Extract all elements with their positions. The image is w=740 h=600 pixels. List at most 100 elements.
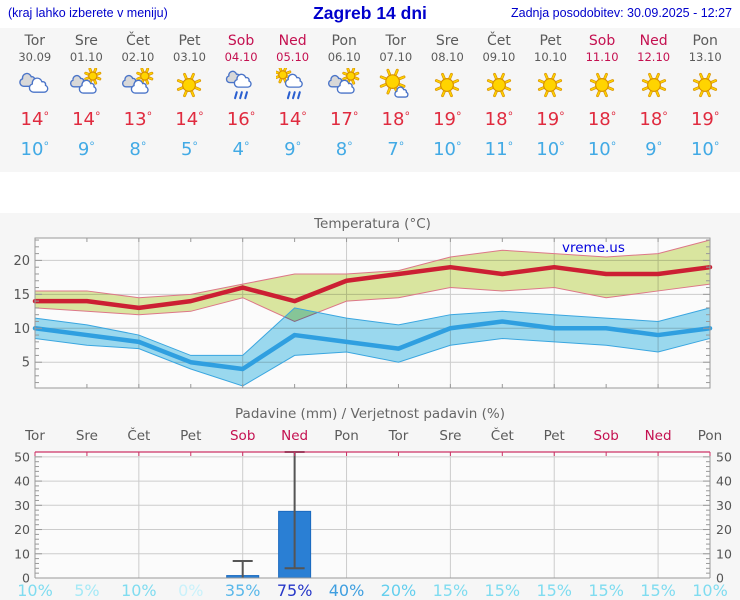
day-date: 11.10 xyxy=(585,50,619,64)
sun-rain-icon xyxy=(267,65,319,105)
sunny-icon xyxy=(164,65,216,105)
day-name: Ned xyxy=(278,33,307,49)
svg-text:Sre: Sre xyxy=(439,428,461,444)
svg-text:20: 20 xyxy=(14,522,30,537)
probability-label: 15% xyxy=(640,581,676,600)
low-temperature: 10° xyxy=(587,139,617,160)
svg-text:Tor: Tor xyxy=(388,428,409,444)
svg-text:40: 40 xyxy=(716,474,732,489)
high-temperature: 14° xyxy=(20,109,50,130)
rain-icon xyxy=(215,65,267,105)
sunny-icon xyxy=(576,65,628,105)
day-column: Ned 05.10 14° 9° xyxy=(267,28,319,172)
high-temperature: 18° xyxy=(639,109,668,130)
max-temperature-line xyxy=(32,264,713,311)
svg-text:50: 50 xyxy=(14,449,30,464)
svg-text:Pon: Pon xyxy=(698,428,722,444)
day-column: Čet 02.10 13° 8° xyxy=(112,28,164,172)
probability-label: 10% xyxy=(121,581,157,600)
probability-label: 40% xyxy=(329,581,365,600)
high-temperature: 14° xyxy=(278,109,307,130)
high-temperature: 19° xyxy=(433,109,462,130)
max-temperature-band xyxy=(35,240,710,322)
svg-text:Sre: Sre xyxy=(76,428,98,444)
day-name: Pet xyxy=(178,33,201,49)
day-date: 09.10 xyxy=(482,50,516,64)
charts-section: 5 10 15 20 Temperatura (°C) vreme.us Padavine… xyxy=(0,213,740,600)
day-date: 02.10 xyxy=(121,50,155,64)
precipitation-chart: Tor Sre Čet Pet Sob Ned Pon Tor Sre Čet Pet Sob Ned P… xyxy=(14,426,732,600)
svg-text:10: 10 xyxy=(14,546,30,561)
vreme-us-link[interactable]: vreme.us xyxy=(562,240,625,256)
svg-text:Čet: Čet xyxy=(491,426,514,444)
day-date: 04.10 xyxy=(224,50,258,64)
high-temperature: 17° xyxy=(329,109,359,130)
svg-text:Tor: Tor xyxy=(24,428,45,444)
temperature-chart: 5 10 15 20 Temperatura (°C) vreme.us xyxy=(13,216,713,389)
svg-text:20: 20 xyxy=(13,254,30,269)
partly-sunny-icon xyxy=(318,65,370,105)
day-date: 13.10 xyxy=(688,50,722,64)
probability-label: 10% xyxy=(692,581,728,600)
low-temperature: 10° xyxy=(690,139,720,160)
probability-label: 15% xyxy=(536,581,572,600)
svg-text:Pet: Pet xyxy=(544,428,565,444)
high-temperature: 16° xyxy=(226,109,256,130)
partly-sunny-icon xyxy=(61,65,113,105)
day-column: Sob 11.10 18° 10° xyxy=(576,28,628,172)
cloudy-icon xyxy=(9,65,61,105)
day-name: Tor xyxy=(24,33,46,49)
low-temperature: 7° xyxy=(387,139,405,160)
sunny-icon xyxy=(628,65,680,105)
sunny-icon xyxy=(473,65,525,105)
day-date: 05.10 xyxy=(276,50,310,64)
low-temperature: 8° xyxy=(335,139,353,160)
day-date: 03.10 xyxy=(173,50,206,64)
day-name: Pon xyxy=(692,33,718,49)
forecast-strip: Tor 30.09 14° 10° Sre 01.10 14° 9° Čet 0… xyxy=(0,28,740,172)
low-temperature: 9° xyxy=(284,139,302,160)
high-temperature: 14° xyxy=(72,109,101,130)
day-column: Pet 03.10 14° 5° xyxy=(164,28,216,172)
svg-text:Sob: Sob xyxy=(593,428,618,444)
svg-text:40: 40 xyxy=(14,474,30,489)
high-temperature: 13° xyxy=(123,109,153,130)
svg-text:30: 30 xyxy=(14,498,30,513)
precip-y-axis-labels: 0 0 10 10 20 20 30 30 40 40 50 50 xyxy=(14,449,732,585)
day-name: Čet xyxy=(125,33,150,49)
high-temperature: 14° xyxy=(175,109,204,130)
chart-spacer: Padavine (mm) / Verjetnost padavin (%) xyxy=(0,403,740,422)
day-column: Pet 10.10 19° 10° xyxy=(525,28,577,172)
day-column: Tor 07.10 18° 7° xyxy=(370,28,422,172)
section-divider xyxy=(0,172,740,213)
day-date: 01.10 xyxy=(69,50,103,64)
day-column: Tor 30.09 14° 10° xyxy=(9,28,61,172)
day-name: Pet xyxy=(539,33,562,49)
svg-text:50: 50 xyxy=(716,449,732,464)
sunny-icon xyxy=(525,65,577,105)
temp-y-axis-labels: 5 10 15 20 xyxy=(13,254,30,371)
probability-label: 15% xyxy=(433,581,469,600)
probability-label: 75% xyxy=(277,581,313,600)
day-date: 30.09 xyxy=(18,50,52,64)
precip-chart-title: Padavine (mm) / Verjetnost padavin (%) xyxy=(235,406,505,422)
svg-text:Čet: Čet xyxy=(127,426,150,444)
header: (kraj lahko izberete v meniju) Zagreb 14… xyxy=(0,0,740,28)
day-date: 12.10 xyxy=(637,50,671,64)
day-column: Sre 01.10 14° 9° xyxy=(61,28,113,172)
sunny-icon xyxy=(679,65,731,105)
svg-text:Pet: Pet xyxy=(180,428,201,444)
day-date: 08.10 xyxy=(430,50,464,64)
probability-label: 15% xyxy=(485,581,521,600)
menu-hint: (kraj lahko izberete v meniju) xyxy=(8,6,168,20)
high-temperature: 18° xyxy=(484,109,514,130)
partly-sunny-icon xyxy=(112,65,164,105)
day-column: Pon 06.10 17° 8° xyxy=(318,28,370,172)
precip-plot-area xyxy=(35,452,710,578)
low-temperature: 8° xyxy=(129,139,147,160)
svg-text:30: 30 xyxy=(716,498,732,513)
svg-text:0: 0 xyxy=(22,571,30,586)
low-temperature: 9° xyxy=(77,139,95,160)
svg-text:0: 0 xyxy=(716,571,724,586)
page-title: Zagreb 14 dni xyxy=(313,3,427,23)
